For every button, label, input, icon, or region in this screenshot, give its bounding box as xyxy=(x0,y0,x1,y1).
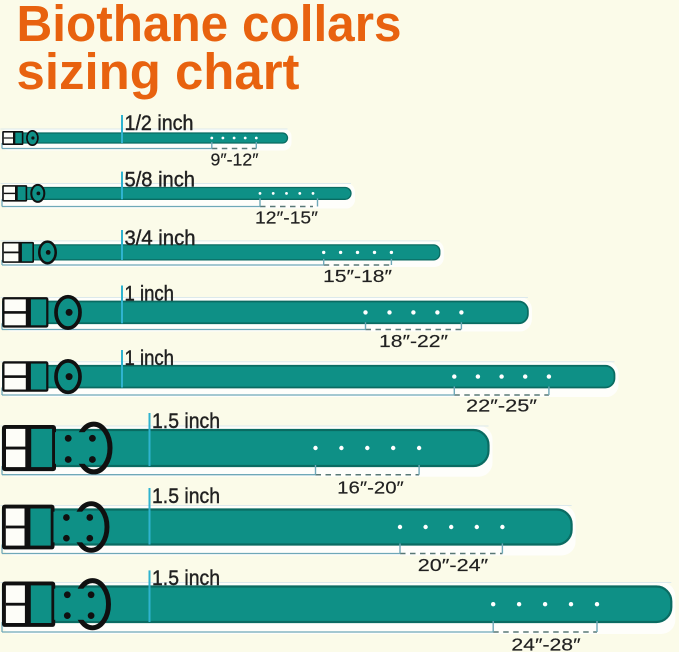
svg-text:1 inch: 1 inch xyxy=(125,282,175,305)
svg-text:5/8 inch: 5/8 inch xyxy=(125,168,196,191)
svg-text:20″-24″: 20″-24″ xyxy=(418,555,488,575)
svg-text:16″-20″: 16″-20″ xyxy=(337,477,404,497)
svg-text:Biothane collars: Biothane collars xyxy=(17,0,402,52)
svg-text:1/2 inch: 1/2 inch xyxy=(125,112,194,135)
svg-text:1.5 inch: 1.5 inch xyxy=(152,410,220,433)
svg-text:sizing chart: sizing chart xyxy=(17,43,300,100)
svg-text:1.5 inch: 1.5 inch xyxy=(152,485,220,508)
svg-text:1.5 inch: 1.5 inch xyxy=(152,567,220,590)
svg-text:9″-12″: 9″-12″ xyxy=(211,150,259,170)
svg-text:12″-15″: 12″-15″ xyxy=(255,208,318,228)
svg-text:3/4 inch: 3/4 inch xyxy=(125,227,196,250)
svg-text:24″-28″: 24″-28″ xyxy=(511,634,580,652)
svg-text:1 inch: 1 inch xyxy=(125,347,175,370)
svg-text:15″-18″: 15″-18″ xyxy=(323,266,392,286)
svg-text:18″-22″: 18″-22″ xyxy=(379,331,448,351)
svg-text:22″-25″: 22″-25″ xyxy=(466,395,537,415)
